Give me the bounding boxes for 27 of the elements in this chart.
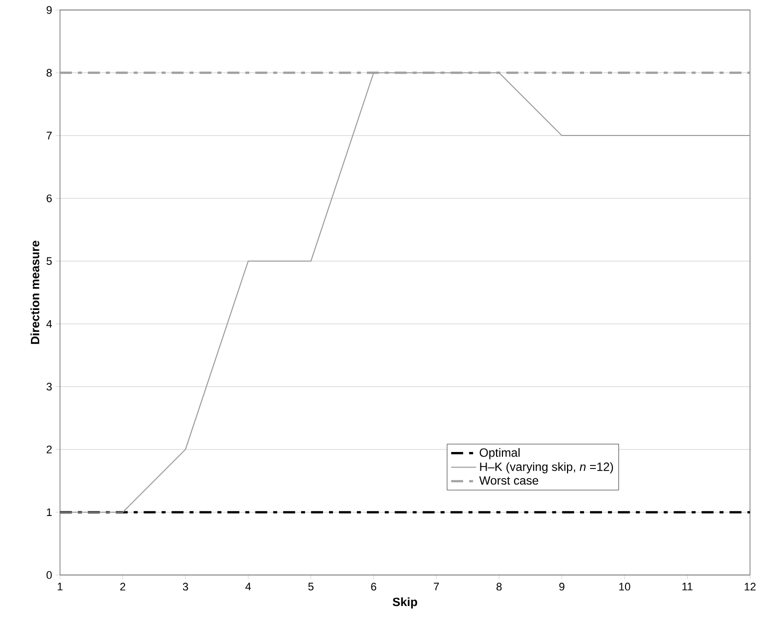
x-tick-label: 10: [619, 582, 630, 591]
y-tick-label: 2: [46, 446, 52, 454]
legend-label: Optimal: [480, 448, 520, 460]
legend-label: Worst case: [479, 476, 538, 485]
legend-label: H–K (varying skip, n =12): [480, 462, 613, 474]
y-tick-label: 8: [46, 68, 52, 77]
x-tick-label: 3: [182, 582, 188, 591]
y-tick-label: 9: [46, 6, 52, 14]
y-tick-label: 1: [46, 508, 52, 516]
x-tick-label: 6: [371, 582, 376, 591]
x-tick-label: 2: [120, 582, 126, 590]
x-tick-label: 9: [559, 582, 564, 591]
y-tick-label: 5: [46, 257, 52, 265]
x-tick-label: 12: [744, 582, 756, 590]
x-tick-label: 11: [682, 582, 692, 590]
x-tick-label: 5: [308, 582, 314, 590]
y-axis-title: Direction measure: [30, 240, 40, 344]
x-tick-label: 8: [496, 582, 502, 591]
x-axis-title: Skip: [392, 597, 418, 609]
y-tick-label: 4: [46, 320, 52, 328]
y-tick-label: 3: [46, 382, 52, 391]
y-tick-label: 6: [46, 194, 52, 202]
x-tick-label: 1: [58, 582, 63, 590]
x-tick-label: 7: [434, 582, 439, 590]
y-tick-label: 7: [46, 132, 52, 140]
y-tick-label: 0: [46, 571, 52, 579]
x-tick-label: 4: [245, 582, 251, 590]
